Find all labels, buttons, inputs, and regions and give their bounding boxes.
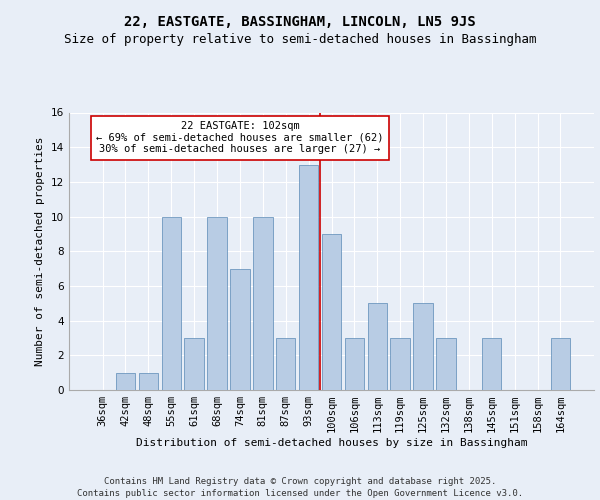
Bar bbox=[184, 338, 204, 390]
Bar bbox=[139, 372, 158, 390]
Bar bbox=[391, 338, 410, 390]
Bar bbox=[253, 216, 272, 390]
Bar bbox=[322, 234, 341, 390]
Bar bbox=[116, 372, 135, 390]
Text: 22, EASTGATE, BASSINGHAM, LINCOLN, LN5 9JS: 22, EASTGATE, BASSINGHAM, LINCOLN, LN5 9… bbox=[124, 15, 476, 29]
Bar bbox=[368, 304, 387, 390]
Bar bbox=[276, 338, 295, 390]
Bar bbox=[551, 338, 570, 390]
X-axis label: Distribution of semi-detached houses by size in Bassingham: Distribution of semi-detached houses by … bbox=[136, 438, 527, 448]
Bar bbox=[230, 268, 250, 390]
Text: 22 EASTGATE: 102sqm
← 69% of semi-detached houses are smaller (62)
30% of semi-d: 22 EASTGATE: 102sqm ← 69% of semi-detach… bbox=[96, 121, 383, 154]
Bar bbox=[161, 216, 181, 390]
Text: Size of property relative to semi-detached houses in Bassingham: Size of property relative to semi-detach… bbox=[64, 32, 536, 46]
Bar bbox=[482, 338, 502, 390]
Bar bbox=[299, 164, 319, 390]
Bar bbox=[436, 338, 455, 390]
Y-axis label: Number of semi-detached properties: Number of semi-detached properties bbox=[35, 136, 46, 366]
Bar bbox=[413, 304, 433, 390]
Bar bbox=[208, 216, 227, 390]
Bar bbox=[344, 338, 364, 390]
Text: Contains HM Land Registry data © Crown copyright and database right 2025.
Contai: Contains HM Land Registry data © Crown c… bbox=[77, 476, 523, 498]
